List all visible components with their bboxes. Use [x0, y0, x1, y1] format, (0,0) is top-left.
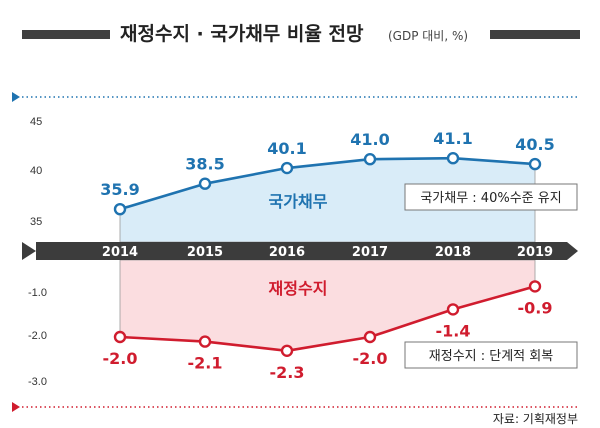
year-label-2017: 2017	[352, 245, 388, 260]
bottom-rule-marker	[12, 402, 20, 412]
lower-value-label-2017: -2.0	[353, 349, 388, 368]
upper-value-label-2017: 41.0	[350, 130, 389, 149]
upper-point-2018	[446, 152, 460, 165]
year-label-2018: 2018	[435, 245, 471, 260]
lower-point-2019	[528, 280, 542, 293]
upper-series-line	[119, 156, 536, 211]
lower-tick-3: -3.0	[28, 376, 47, 388]
lower-point-2018	[446, 303, 460, 316]
lower-note-box	[404, 341, 578, 369]
chart-title: 재정수지 · 국가채무 비율 전망	[120, 23, 364, 45]
lower-area-label: 재정수지	[269, 279, 328, 298]
year-labels: 2014 2015 2016 2017 2018 2019	[102, 245, 553, 260]
upper-point-2019	[528, 157, 542, 171]
lower-value-label-2016: -2.3	[270, 363, 305, 382]
upper-value-label-2014: 35.9	[100, 180, 139, 199]
upper-point-2016	[280, 161, 294, 175]
source-note: 자료: 기획재정부	[493, 412, 578, 426]
top-rule-marker	[12, 92, 20, 102]
upper-tick-35: 35	[30, 216, 42, 228]
chart-subtitle: (GDP 대비, %)	[388, 29, 468, 43]
lower-point-2016	[280, 344, 294, 357]
upper-point-2017	[363, 152, 377, 166]
upper-series: 35.9 38.5 40.1 41.0 41.1 40.5	[100, 129, 555, 216]
year-axis-band	[36, 242, 578, 260]
upper-tick-45: 45	[30, 116, 42, 128]
upper-value-label-2019: 40.5	[515, 135, 554, 154]
lower-value-label-2018: -1.4	[436, 321, 471, 340]
year-label-2016: 2016	[269, 245, 305, 260]
lower-point-2015	[198, 335, 212, 348]
upper-value-label-2015: 38.5	[185, 155, 224, 174]
upper-point-2015	[198, 177, 212, 190]
upper-value-label-2016: 40.1	[267, 139, 306, 158]
year-label-2019: 2019	[517, 245, 553, 260]
upper-note-box	[404, 183, 578, 211]
lower-tick-2: -2.0	[28, 330, 47, 342]
lower-area-fill	[119, 259, 536, 352]
axis-left-arrow	[22, 242, 36, 260]
lower-value-label-2015: -2.1	[188, 354, 223, 373]
upper-note-text: 국가채무 : 40%수준 유지	[420, 191, 561, 206]
lower-tick-1: -1.0	[28, 287, 47, 299]
upper-area-label: 국가채무	[269, 192, 328, 211]
lower-note-text: 재정수지 : 단계적 회복	[429, 349, 553, 364]
lower-point-2014	[113, 330, 127, 344]
lower-series: -2.0 -2.1 -2.3 -2.0 -1.4 -0.9	[103, 280, 553, 382]
upper-tick-40: 40	[30, 165, 42, 177]
lower-series-line	[119, 285, 536, 353]
lower-point-2017	[363, 330, 377, 344]
upper-value-label-2018: 41.1	[433, 129, 472, 148]
lower-value-label-2019: -0.9	[518, 298, 553, 317]
year-label-2014: 2014	[102, 245, 138, 260]
year-label-2015: 2015	[187, 245, 223, 260]
title-bar-left	[22, 30, 110, 39]
upper-point-2014	[113, 202, 127, 216]
title-bar-right	[490, 30, 580, 39]
lower-value-label-2014: -2.0	[103, 349, 138, 368]
